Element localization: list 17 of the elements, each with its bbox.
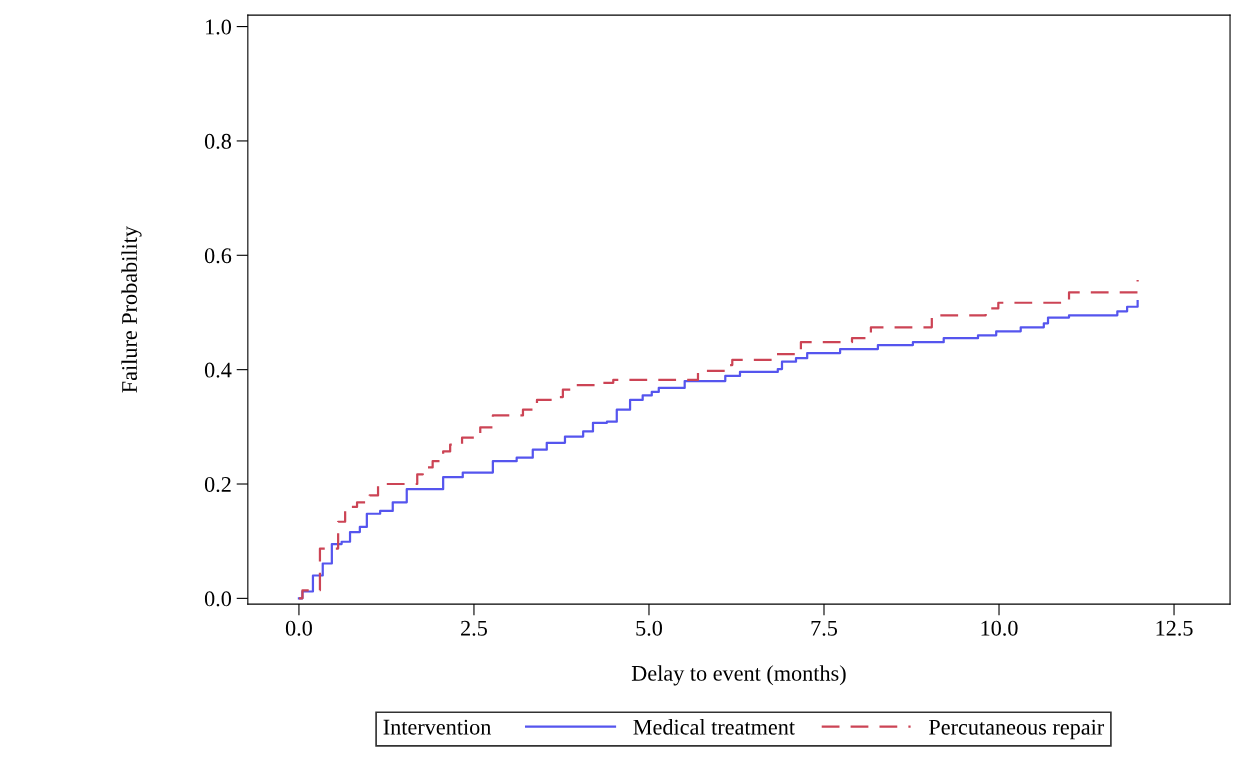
x-tick-label: 2.5 xyxy=(461,620,487,636)
y-tick-label: 1.0 xyxy=(206,19,232,35)
x-axis-title: Delay to event (months) xyxy=(631,665,846,686)
y-tick-label: 0.8 xyxy=(204,133,232,149)
y-tick-label: 0.0 xyxy=(204,591,232,607)
y-tick-label: 0.2 xyxy=(204,476,231,493)
x-tick-label: 5.0 xyxy=(636,620,663,636)
x-tick-label: 0.0 xyxy=(285,620,312,636)
x-tick-label: 7.5 xyxy=(811,620,838,636)
legend-title: Intervention xyxy=(383,719,492,735)
y-tick-label: 0.6 xyxy=(204,248,232,264)
y-tick-label: 0.4 xyxy=(204,362,232,378)
legend-label: Percutaneous repair xyxy=(929,719,1105,740)
y-axis-title: Failure Probability xyxy=(121,226,142,393)
x-tick-label: 10.0 xyxy=(981,620,1018,636)
x-tick-label: 12.5 xyxy=(1156,620,1193,636)
legend-label: Medical treatment xyxy=(633,719,795,735)
